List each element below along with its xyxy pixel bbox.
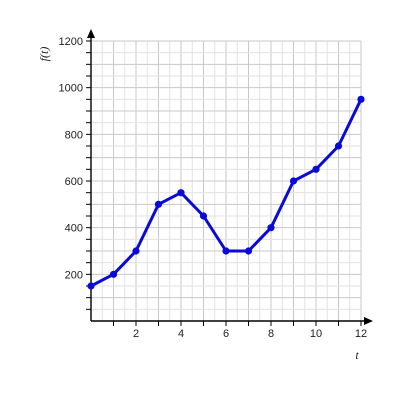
data-point xyxy=(267,224,275,232)
y-tick-label: 1000 xyxy=(59,83,83,95)
y-tick-label: 600 xyxy=(65,176,83,188)
x-tick-label: 4 xyxy=(178,328,184,340)
data-point xyxy=(357,95,365,103)
data-point xyxy=(87,282,95,290)
data-point xyxy=(222,247,230,255)
y-tick-label: 200 xyxy=(65,269,83,281)
x-axis-label: t xyxy=(355,348,359,362)
data-point xyxy=(177,189,185,197)
data-point xyxy=(312,165,320,173)
x-axis-arrow-icon xyxy=(364,317,373,325)
data-point xyxy=(334,142,343,150)
data-point xyxy=(244,247,253,255)
y-tick-label: 800 xyxy=(65,129,83,141)
y-tick-label: 400 xyxy=(65,223,83,235)
x-tick-label: 8 xyxy=(268,328,274,340)
data-point xyxy=(199,212,208,220)
x-tick-label: 10 xyxy=(310,328,322,340)
x-tick-label: 6 xyxy=(223,328,229,340)
grid xyxy=(90,40,362,322)
data-point xyxy=(289,177,298,185)
y-tick-label: 1200 xyxy=(59,36,83,48)
data-point xyxy=(132,247,140,255)
axes xyxy=(87,29,373,325)
x-tick-label: 12 xyxy=(355,328,367,340)
ticks: 2 4 6 8 10 12 200 400 600 800 1000 1200 xyxy=(59,36,368,340)
series xyxy=(87,95,365,290)
data-point xyxy=(154,200,163,208)
data-point xyxy=(109,270,118,278)
x-tick-label: 2 xyxy=(133,328,139,340)
y-axis-arrow-icon xyxy=(87,29,95,38)
y-axis-label: f(t) xyxy=(37,47,51,62)
